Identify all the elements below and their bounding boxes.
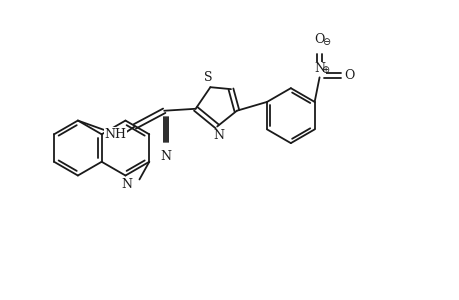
Text: NH: NH [104,128,126,141]
Text: O: O [313,33,324,46]
Text: ⊖: ⊖ [322,37,330,47]
Text: N: N [160,150,171,163]
Text: ⊕: ⊕ [321,64,329,74]
Text: N: N [313,62,325,75]
Text: O: O [343,69,353,82]
Text: S: S [204,71,212,84]
Text: N: N [213,129,224,142]
Text: N: N [121,178,132,191]
